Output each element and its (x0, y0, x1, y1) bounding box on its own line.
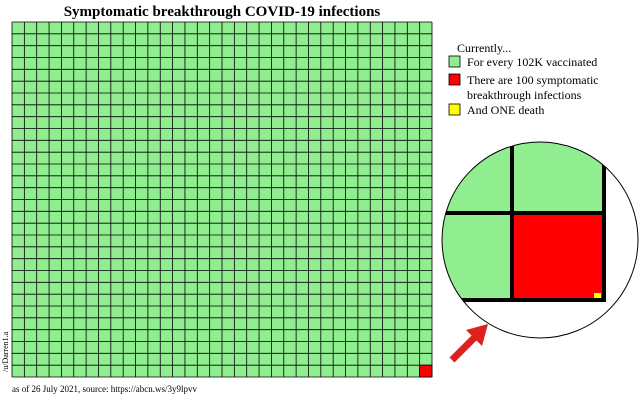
source: as of 26 July 2021, source: https://abcn… (12, 384, 197, 394)
legend-heading: Currently... (457, 41, 511, 55)
legend-label: breakthrough infections (467, 88, 582, 102)
legend-label: And ONE death (467, 103, 544, 117)
zoom-circle (441, 141, 639, 339)
highlight-cell (419, 364, 433, 378)
legend-swatch (448, 55, 461, 68)
arrow (449, 324, 488, 363)
legend-swatch (448, 73, 461, 86)
legend-swatch (448, 103, 461, 116)
legend-label: For every 102K vaccinated (467, 55, 597, 69)
title: Symptomatic breakthrough COVID-19 infect… (64, 4, 381, 20)
legend: For every 102K vaccinated There are 100 s… (448, 55, 599, 117)
legend-label: There are 100 symptomatic (467, 73, 599, 87)
waffle-grid (11, 21, 433, 378)
credit: /u/Darren1.a (1, 331, 10, 372)
